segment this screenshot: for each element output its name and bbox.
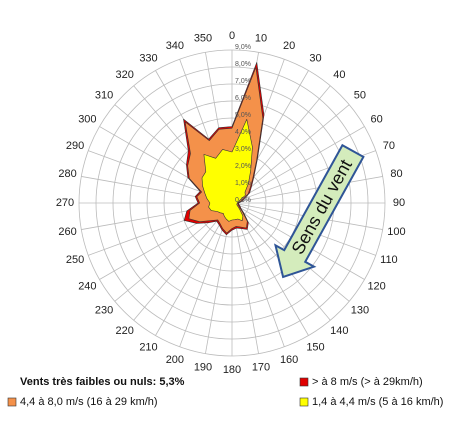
direction-label: 290 — [66, 140, 84, 152]
direction-label: 120 — [367, 280, 385, 292]
direction-label: 60 — [371, 113, 383, 125]
r-tick-label: 2,0% — [235, 163, 251, 170]
direction-label: 180 — [223, 364, 241, 376]
legend: > à 8 m/s (> à 29km/h) 4,4 à 8,0 m/s (16 … — [7, 376, 443, 408]
direction-label: 90 — [393, 197, 405, 209]
direction-label: 230 — [95, 304, 113, 316]
direction-label: 40 — [333, 69, 345, 81]
direction-label: 130 — [351, 304, 369, 316]
legend-label: 4,4 à 8,0 m/s (16 à 29 km/h) — [20, 396, 158, 408]
direction-label: 220 — [115, 325, 133, 337]
arrow-label: Sens du vent — [287, 156, 355, 258]
area — [201, 119, 253, 222]
direction-label: 30 — [309, 52, 321, 64]
r-tick-label: 3,0% — [235, 146, 251, 153]
direction-label: 170 — [252, 361, 270, 373]
direction-label: 340 — [166, 40, 184, 52]
r-tick-label: 9,0% — [235, 44, 251, 51]
direction-label: 330 — [139, 52, 157, 64]
calm-note: Vents très faibles ou nuls: 5,3% — [20, 376, 185, 388]
direction-label: 150 — [306, 342, 324, 354]
direction-label: 310 — [95, 90, 113, 102]
r-tick-label: 8,0% — [235, 61, 251, 68]
direction-label: 160 — [280, 354, 298, 366]
legend-swatch — [299, 397, 309, 407]
direction-label: 300 — [78, 113, 96, 125]
legend-swatch — [299, 377, 309, 387]
direction-label: 20 — [283, 40, 295, 52]
r-tick-label: 0,0% — [235, 197, 251, 204]
direction-label: 260 — [58, 226, 76, 238]
direction-label: 70 — [383, 140, 395, 152]
spoke — [231, 176, 383, 204]
direction-label: 100 — [387, 226, 405, 238]
direction-label: 0 — [229, 30, 235, 42]
direction-label: 280 — [58, 168, 76, 180]
direction-label: 200 — [166, 354, 184, 366]
direction-label: 250 — [66, 254, 84, 266]
direction-label: 140 — [330, 325, 348, 337]
r-tick-label: 1,0% — [235, 180, 251, 187]
r-tick-label: 7,0% — [235, 78, 251, 85]
r-tick-label: 5,0% — [235, 112, 251, 119]
direction-label: 50 — [354, 90, 366, 102]
spoke — [231, 126, 365, 204]
r-tick-label: 6,0% — [235, 95, 251, 102]
direction-label: 10 — [255, 32, 267, 44]
arrow-shape — [273, 143, 365, 279]
direction-label: 320 — [115, 69, 133, 81]
plot-area: 0,0% 1,0% 2,0% 3,0% 4,0% 5,0% 6,0% 7,0% 8,0% 9,0%… — [56, 30, 406, 376]
legend-swatch — [7, 397, 17, 407]
direction-label: 80 — [390, 168, 402, 180]
r-tick-label: 4,0% — [235, 129, 251, 136]
direction-label: 350 — [194, 32, 212, 44]
spoke — [133, 202, 233, 321]
legend-label: 1,4 à 4,4 m/s (5 à 16 km/h) — [312, 396, 443, 408]
direction-label: 190 — [194, 361, 212, 373]
direction-label: 240 — [78, 280, 96, 292]
direction-label: 270 — [56, 197, 74, 209]
legend-label: > à 8 m/s (> à 29km/h) — [312, 376, 423, 388]
direction-label: 110 — [380, 254, 398, 266]
direction-label: 210 — [139, 342, 157, 354]
